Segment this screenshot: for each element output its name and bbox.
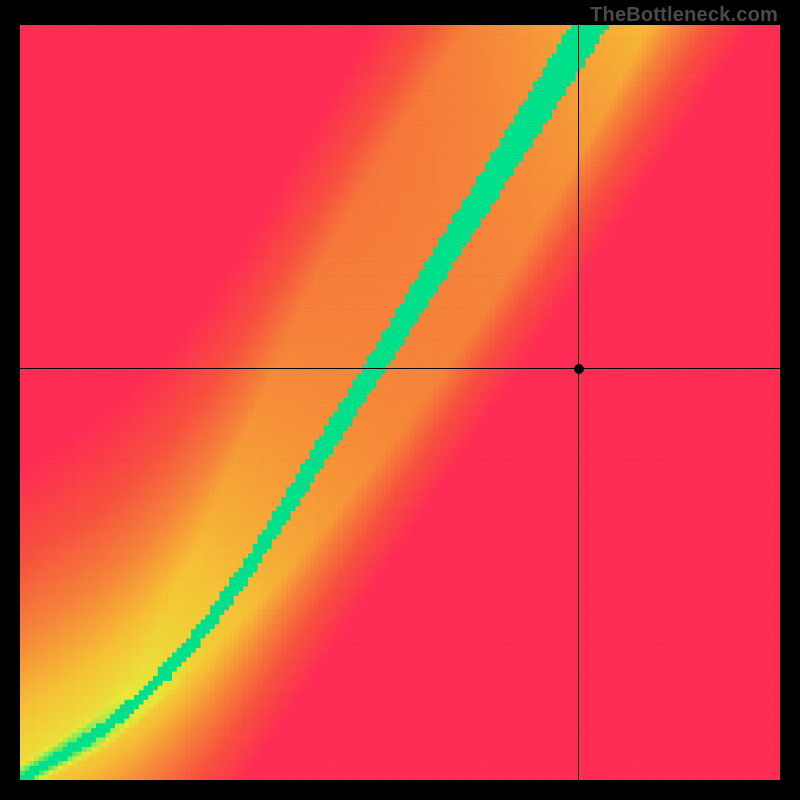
heatmap-canvas (20, 25, 780, 780)
crosshair-point (574, 364, 584, 374)
watermark-text: TheBottleneck.com (590, 4, 778, 27)
crosshair-vertical (578, 25, 579, 780)
bottleneck-heatmap-container: TheBottleneck.com (0, 0, 800, 800)
crosshair-horizontal (20, 368, 780, 369)
